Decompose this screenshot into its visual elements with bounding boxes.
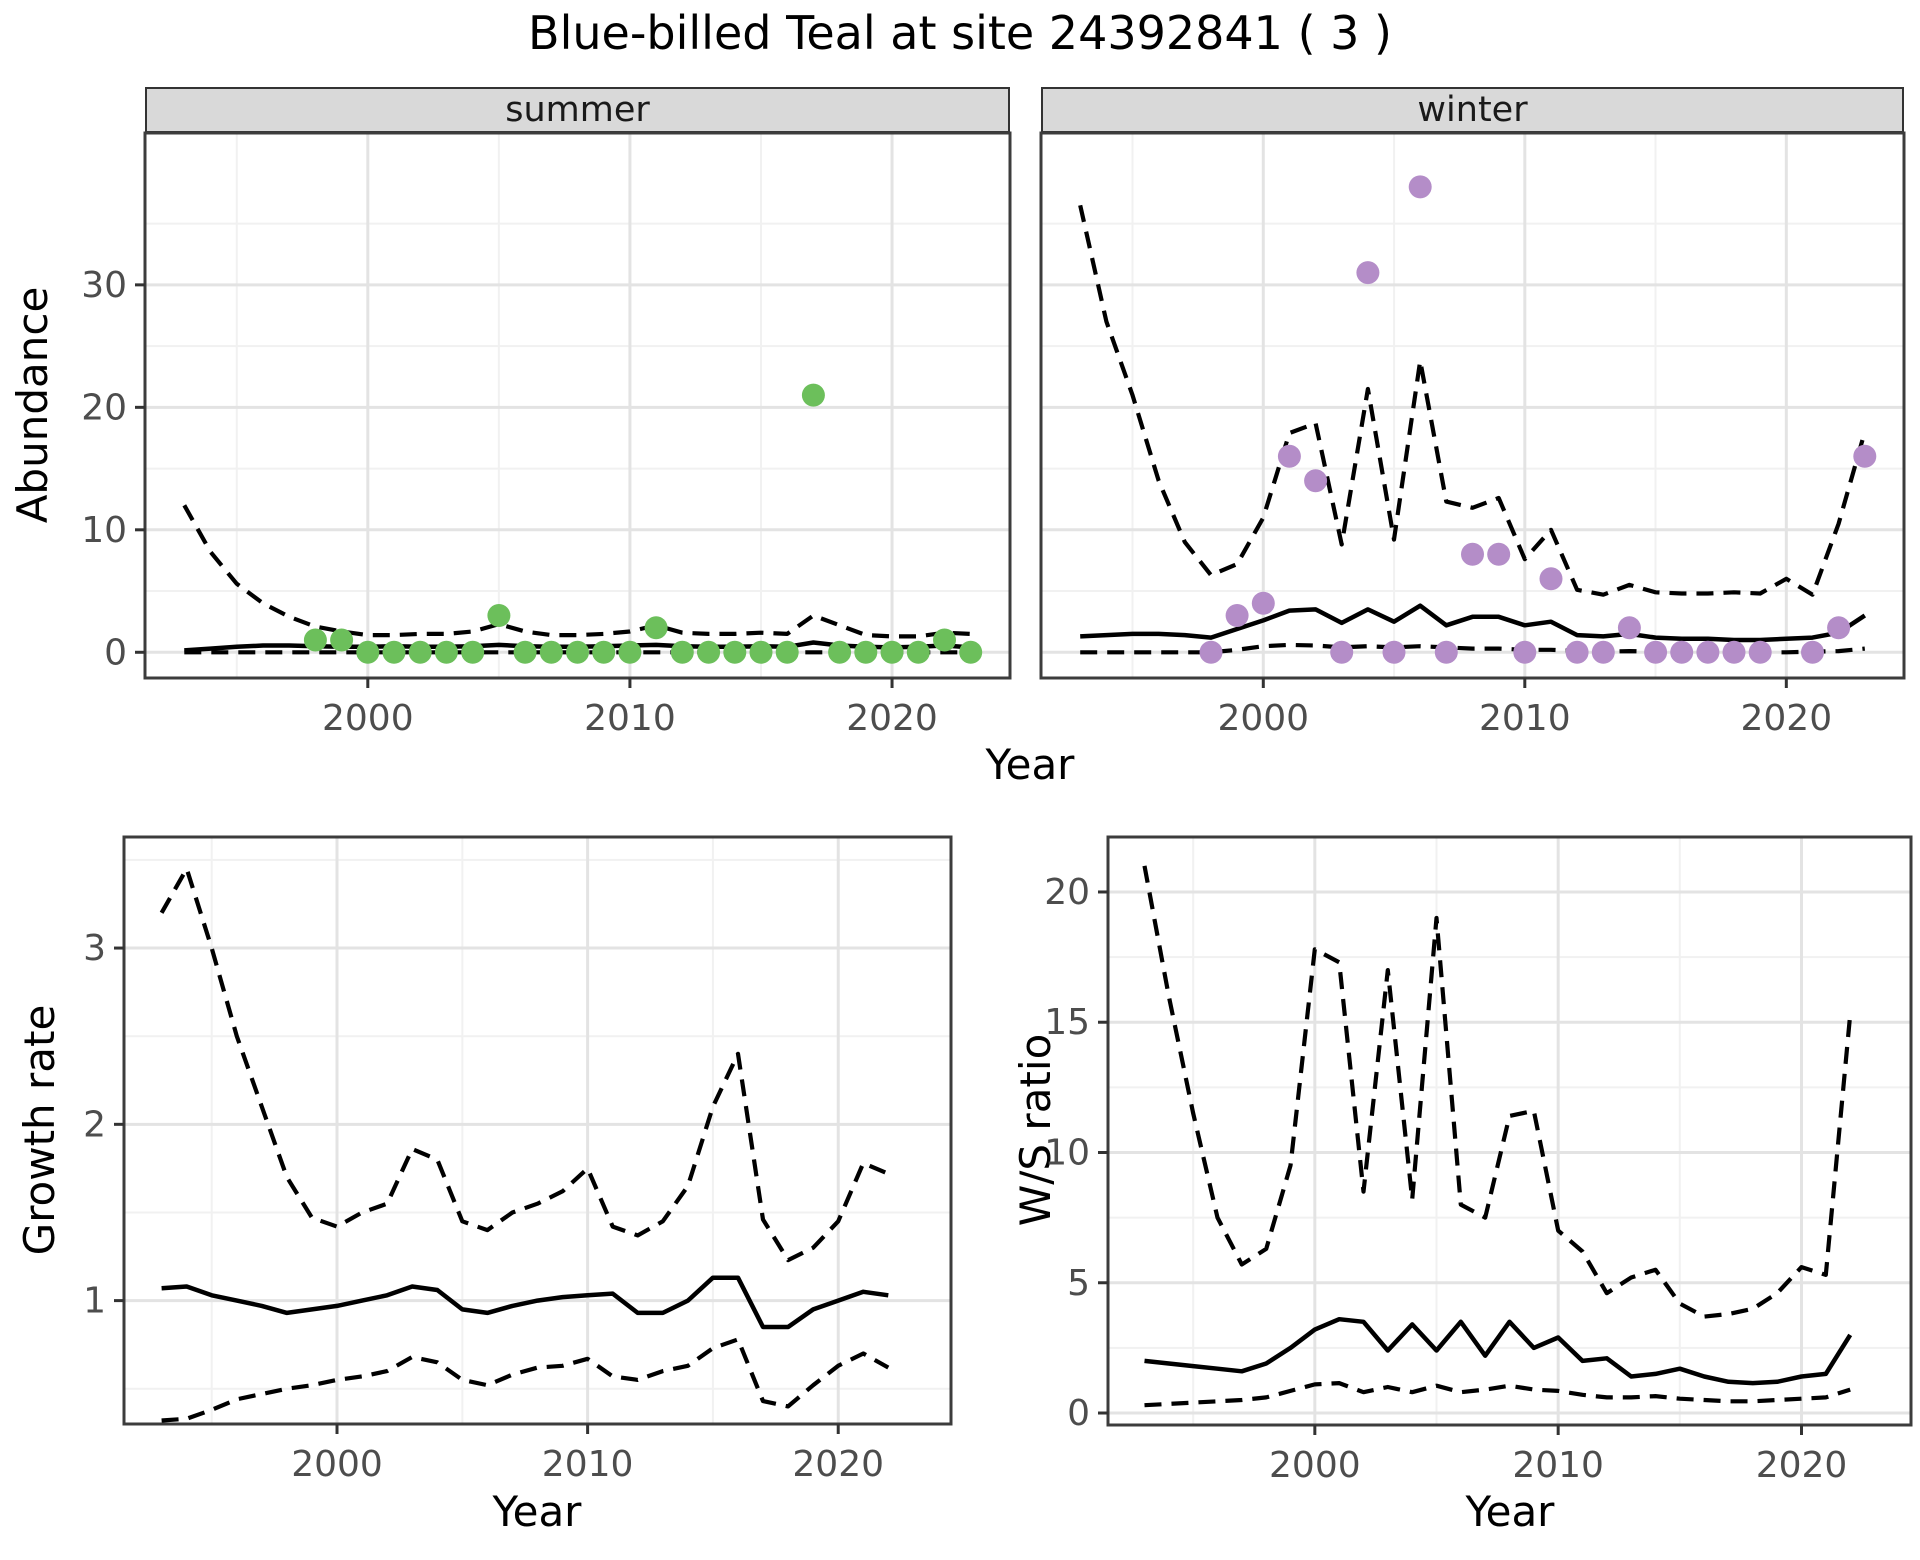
data-point	[1827, 616, 1851, 640]
data-point	[775, 640, 799, 664]
data-point	[1853, 444, 1877, 468]
data-point	[356, 640, 380, 664]
data-point	[1513, 640, 1537, 664]
panel-winter: 2000 2010 2020	[1039, 131, 1906, 739]
series-lower_95ci	[161, 1337, 890, 1423]
x-tick-label: 2000	[291, 1444, 383, 1485]
x-tick-label: 2020	[792, 1444, 884, 1485]
data-point	[670, 640, 694, 664]
series-median	[1080, 603, 1867, 643]
data-point	[1199, 640, 1223, 664]
data-point	[906, 640, 930, 664]
data-point	[1277, 444, 1301, 468]
y-tick-label: 0	[104, 632, 127, 673]
data-point	[330, 628, 354, 652]
y-tick-label: 15	[1044, 1002, 1090, 1043]
y-tick-label: 10	[1044, 1132, 1090, 1173]
y-tick-label: 5	[1067, 1263, 1090, 1304]
data-point	[1251, 591, 1275, 615]
data-point	[1670, 640, 1694, 664]
x-axis-title-year-top: Year	[985, 740, 1075, 789]
series-median	[161, 1275, 889, 1330]
data-point	[513, 640, 537, 664]
data-point	[1644, 640, 1668, 664]
data-point	[408, 640, 432, 664]
data-point	[801, 383, 825, 407]
data-point	[1408, 175, 1432, 199]
x-tick-label: 2010	[1512, 1445, 1604, 1486]
data-point	[697, 640, 721, 664]
data-point	[1330, 640, 1354, 664]
x-tick-label: 2010	[584, 698, 676, 739]
data-point	[1565, 640, 1589, 664]
data-point	[933, 628, 956, 652]
data-point	[1748, 640, 1772, 664]
data-point	[644, 616, 668, 640]
x-tick-label: 2000	[1269, 1445, 1361, 1486]
y-tick-label: 20	[81, 387, 127, 428]
data-point	[1461, 542, 1484, 566]
data-point	[1225, 604, 1249, 627]
data-point	[1487, 542, 1511, 566]
chart-title: Blue-billed Teal at site 24392841 ( 3 )	[528, 6, 1392, 60]
x-tick-label: 2010	[542, 1444, 634, 1485]
x-axis-title-year-ws: Year	[1465, 1487, 1555, 1536]
series-median	[1144, 1316, 1853, 1386]
y-tick-label: 10	[81, 510, 127, 551]
y-tick-label: 0	[1067, 1393, 1090, 1434]
data-point	[1617, 616, 1641, 640]
data-point	[618, 640, 642, 664]
x-tick-label: 2020	[1756, 1445, 1848, 1486]
data-point	[566, 640, 589, 664]
y-tick-label: 30	[81, 265, 127, 306]
x-tick-label: 2010	[1479, 698, 1571, 739]
data-point	[1356, 261, 1380, 285]
y-tick-label: 3	[83, 928, 106, 969]
series-upper_95ci	[1078, 204, 1867, 597]
y-tick-label: 2	[83, 1104, 106, 1145]
data-point	[880, 640, 904, 664]
data-point	[1722, 640, 1746, 664]
data-point	[1539, 567, 1563, 591]
x-tick-label: 2020	[846, 698, 938, 739]
data-point	[1434, 640, 1458, 664]
facet-strip-winter-label: winter	[1417, 90, 1528, 130]
data-point	[382, 640, 406, 664]
panel-ws: 2000 2010 2020 0 5 10 15 20	[1044, 835, 1913, 1486]
data-point	[749, 640, 773, 664]
x-axis-title-year-growth: Year	[492, 1487, 582, 1536]
data-point	[854, 640, 878, 664]
facet-strip-summer: summer	[145, 87, 1010, 133]
data-point	[828, 640, 852, 664]
data-point	[1382, 640, 1406, 664]
facet-strip-winter: winter	[1041, 87, 1904, 133]
series-upper_95ci	[1142, 865, 1853, 1319]
data-point	[959, 640, 983, 664]
data-point	[1591, 640, 1615, 664]
data-point	[1696, 640, 1720, 664]
facet-strip-summer-label: summer	[505, 90, 650, 130]
data-point	[1304, 469, 1328, 493]
x-tick-label: 2000	[322, 698, 414, 739]
data-point	[539, 640, 563, 664]
series-upper_95ci	[159, 866, 890, 1263]
y-tick-label: 1	[83, 1281, 106, 1322]
data-point	[461, 640, 485, 664]
panel-growth: 2000 2010 2020 1 2 3	[83, 835, 953, 1485]
x-tick-label: 2000	[1217, 698, 1309, 739]
series-lower_95ci	[1144, 1381, 1851, 1408]
data-point	[723, 640, 747, 664]
y-tick-label: 20	[1044, 872, 1090, 913]
data-point	[1801, 640, 1824, 664]
x-tick-label: 2020	[1741, 698, 1833, 739]
data-point	[487, 604, 511, 627]
panel-summer: 2000 2010 2020 0 10 20 30	[81, 131, 1012, 739]
data-point	[303, 628, 327, 652]
data-point	[592, 640, 616, 664]
data-point	[434, 640, 458, 664]
